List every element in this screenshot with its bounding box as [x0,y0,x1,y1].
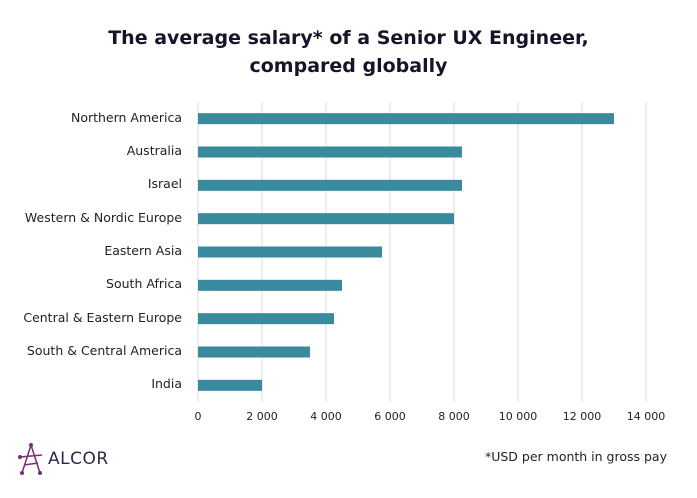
x-tick-label: 12 000 [562,410,602,423]
title-line-1: The average salary* of a Senior UX Engin… [108,27,589,49]
bar [198,346,310,358]
alcor-star-icon [18,443,43,475]
category-label: Israel [147,176,182,192]
chart-title: The average salary* of a Senior UX Engin… [0,24,697,80]
bar [198,246,382,258]
category-label: India [151,376,182,392]
x-tick-label: 10 000 [498,410,538,423]
footnote: *USD per month in gross pay [484,449,667,464]
bar [198,213,454,225]
x-tick-label: 0 [194,410,202,423]
category-label: Australia [126,143,182,158]
alcor-logo: ALCOR [18,443,109,475]
bar [198,279,342,291]
bar [198,379,262,391]
x-tick-label: 8 000 [438,410,470,423]
x-tick-label: 14 000 [626,410,666,423]
bar [198,146,462,158]
category-label: Eastern Asia [104,243,182,258]
category-label: Northern America [70,109,182,125]
title-line-2: compared globally [249,55,448,77]
bar [198,313,334,325]
logo-text: ALCOR [48,449,109,469]
x-tick-label: 2 000 [246,410,278,423]
bar [198,113,614,125]
category-label: Central & Eastern Europe [23,309,182,325]
x-tick-label: 6 000 [374,410,406,423]
bar [198,179,462,191]
category-label: South & Central America [26,343,182,358]
x-tick-label: 4 000 [310,410,342,423]
category-label: Western & Nordic Europe [24,209,182,225]
category-label: South Africa [106,276,182,292]
